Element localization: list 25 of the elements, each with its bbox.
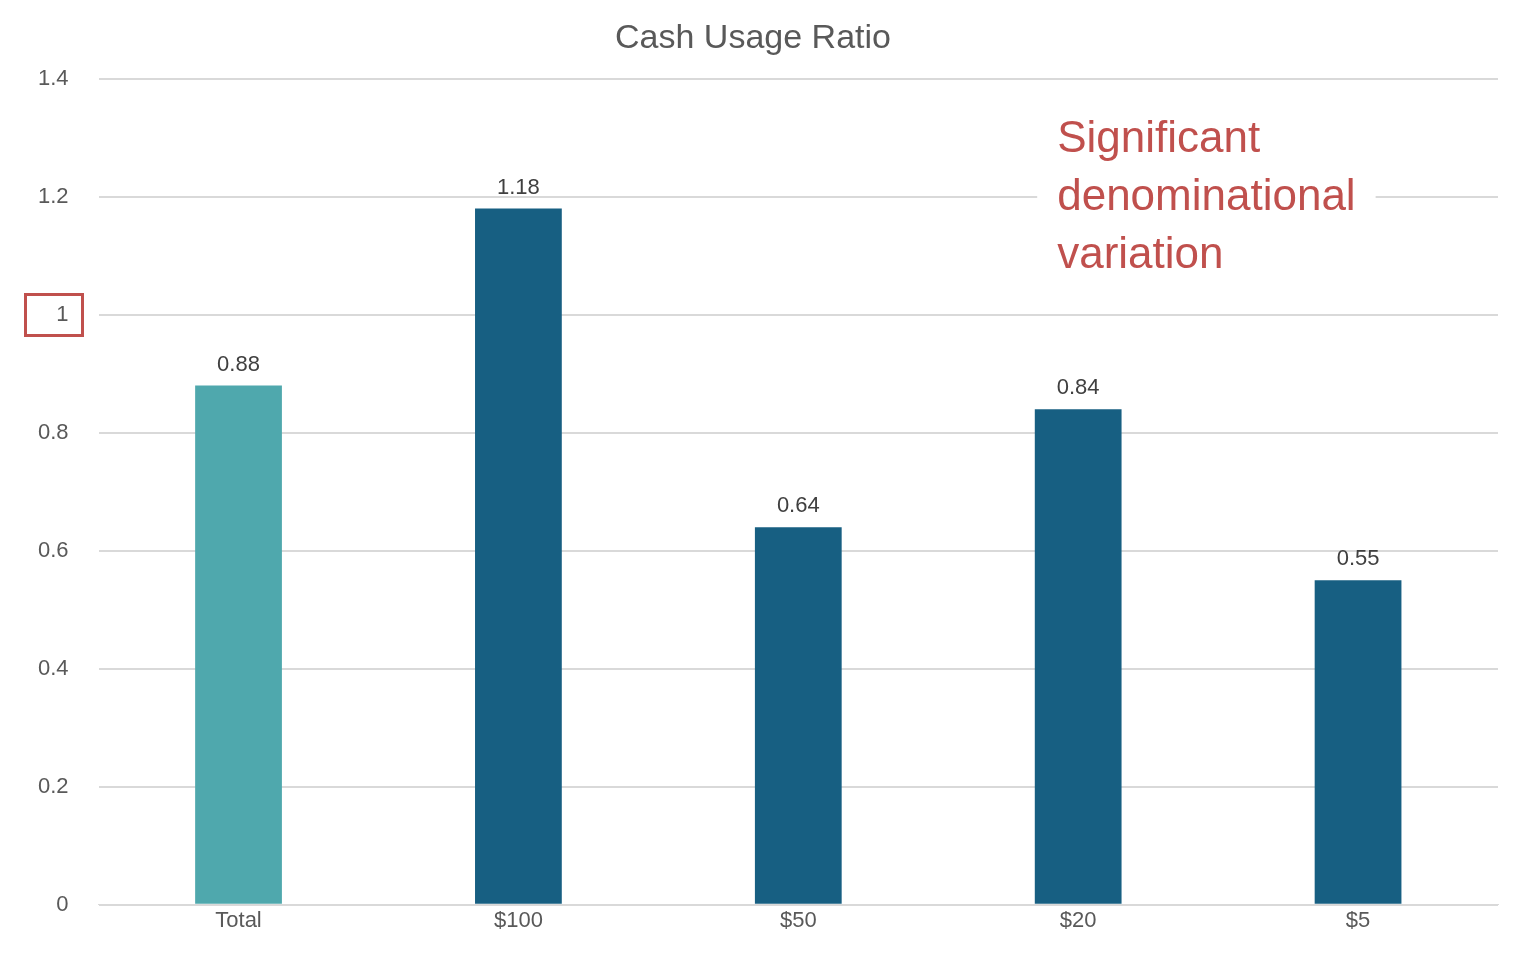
chart-title: Cash Usage Ratio [615, 16, 891, 55]
annotation: Significant denominational variation [1057, 112, 1356, 278]
y-tick-label: 0 [56, 890, 69, 916]
y-tick-label: 0.8 [37, 418, 69, 444]
y-tick-label: 1.4 [37, 64, 69, 90]
data-label: 0.88 [217, 350, 260, 376]
data-label: 1.18 [496, 173, 540, 199]
bar [195, 385, 282, 904]
y-tick-label: 1.2 [37, 182, 69, 208]
data-label: 0.64 [776, 492, 820, 518]
bar [475, 208, 562, 904]
x-tick-label: Total [215, 907, 262, 933]
y-tick-label: 1 [56, 300, 69, 326]
x-tick-label: $20 [1059, 907, 1097, 933]
y-tick-label: 0.4 [37, 654, 69, 680]
data-label: 0.55 [1336, 545, 1380, 571]
y-tick-label: 0.2 [37, 772, 69, 798]
x-tick-label: $50 [779, 907, 817, 933]
bar [754, 527, 842, 904]
data-label: 0.84 [1056, 374, 1100, 400]
x-tick-label: $100 [493, 907, 543, 933]
y-tick-label: 0.6 [37, 536, 69, 562]
x-tick-label: $5 [1345, 907, 1371, 933]
bar [1034, 409, 1122, 904]
bar [1314, 580, 1402, 904]
